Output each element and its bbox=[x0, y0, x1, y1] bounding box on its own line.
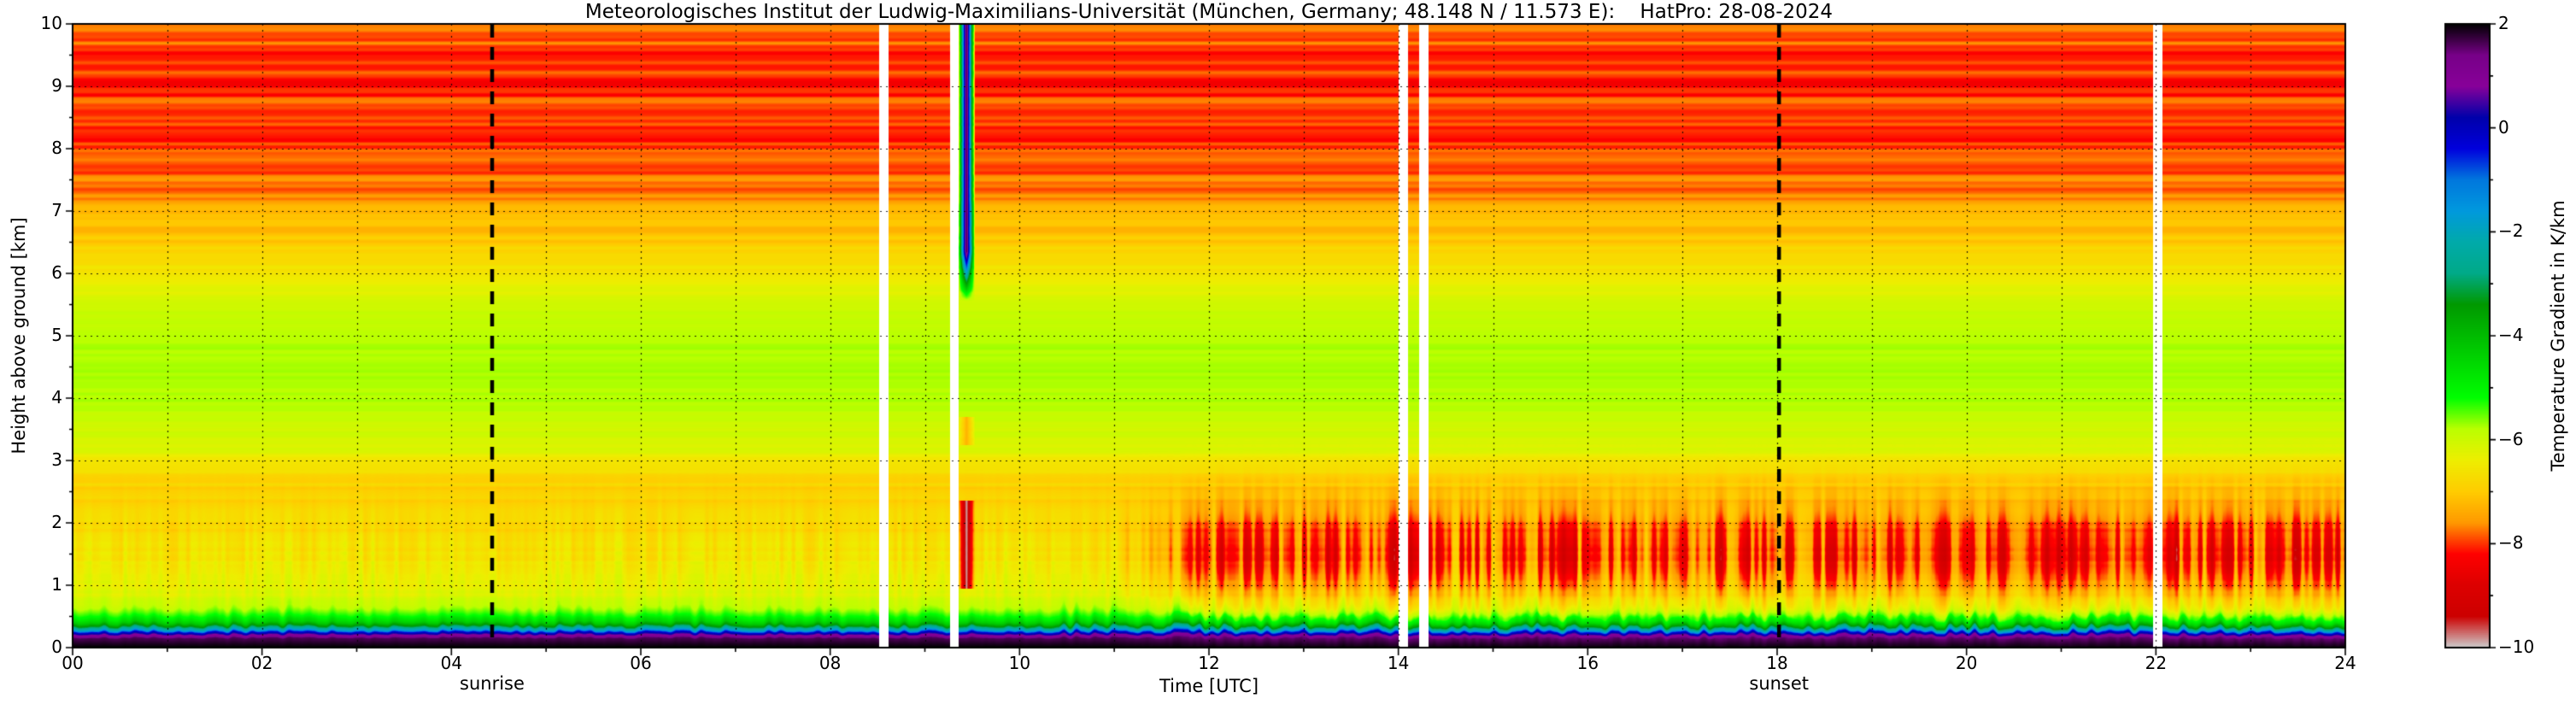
x-tick-label: 18 bbox=[1766, 653, 1788, 673]
chart-title: Meteorologisches Institut der Ludwig-Max… bbox=[584, 1, 1834, 23]
y-tick-label: 7 bbox=[51, 200, 62, 220]
x-tick-label: 02 bbox=[250, 653, 273, 673]
colorbar-label: Temperature Gradient in K/km bbox=[2548, 200, 2568, 472]
x-axis-label: Time [UTC] bbox=[1159, 676, 1259, 696]
x-tick-label: 24 bbox=[2334, 653, 2356, 673]
y-tick-label: 1 bbox=[51, 574, 62, 595]
colorbar-tick-label: −2 bbox=[2498, 220, 2524, 242]
colorbar-tick-label: −8 bbox=[2498, 532, 2524, 554]
x-tick-label: 20 bbox=[1955, 653, 1978, 673]
colorbar-tick-label: −10 bbox=[2498, 637, 2535, 657]
colorbar-tick-label: 2 bbox=[2498, 13, 2509, 33]
x-tick-label: 06 bbox=[630, 653, 652, 673]
colorbar-tick-label: −4 bbox=[2498, 325, 2524, 345]
sunrise-label: sunrise bbox=[460, 673, 525, 694]
y-tick-label: 9 bbox=[51, 75, 62, 96]
y-tick-label: 0 bbox=[51, 637, 62, 657]
y-tick-label: 5 bbox=[51, 325, 62, 345]
colorbar-tick-label: 0 bbox=[2498, 116, 2509, 138]
x-tick-label: 22 bbox=[2145, 653, 2168, 673]
x-tick-label: 16 bbox=[1576, 653, 1599, 673]
x-tick-label: 12 bbox=[1198, 653, 1220, 673]
colorbar-tick-label: −6 bbox=[2498, 428, 2524, 449]
sunset-label: sunset bbox=[1749, 673, 1810, 694]
x-tick-label: 08 bbox=[819, 653, 842, 673]
x-tick-label: 04 bbox=[440, 653, 463, 673]
x-tick-label: 00 bbox=[62, 653, 84, 673]
x-tick-label: 14 bbox=[1387, 653, 1410, 673]
x-tick-label: 10 bbox=[1008, 653, 1031, 673]
y-tick-label: 6 bbox=[51, 262, 62, 283]
y-tick-label: 2 bbox=[51, 512, 62, 532]
y-tick-label: 8 bbox=[51, 138, 62, 158]
y-tick-label: 4 bbox=[51, 387, 62, 408]
y-tick-label: 3 bbox=[51, 449, 62, 470]
y-tick-label: 10 bbox=[40, 13, 62, 33]
